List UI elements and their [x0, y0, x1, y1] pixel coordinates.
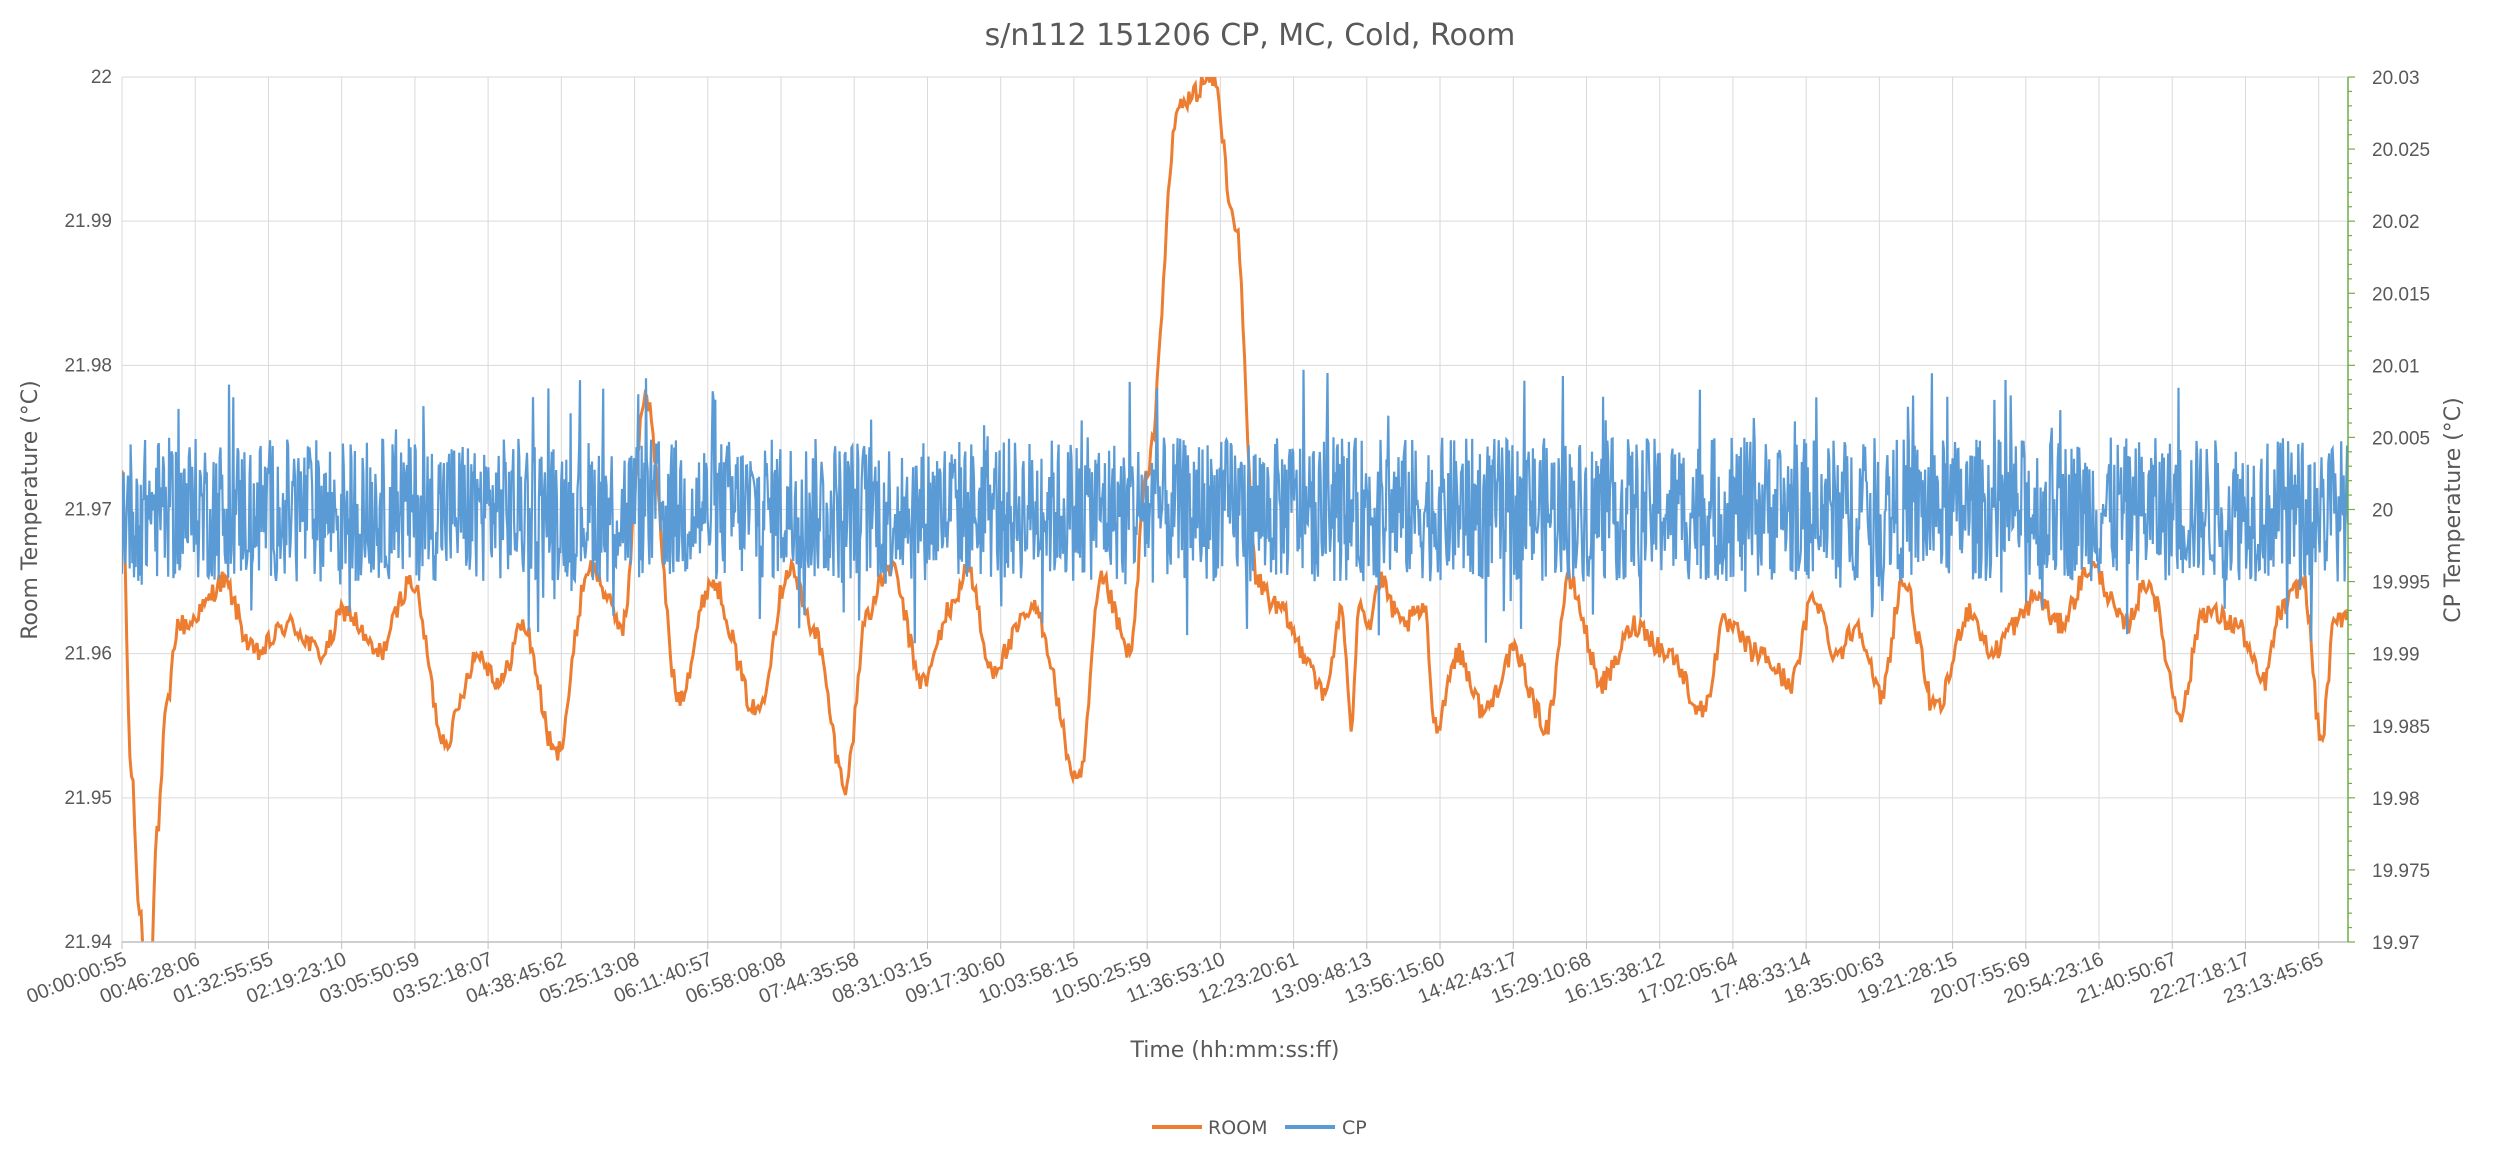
y-axis-title: Room Temperature (°C)	[18, 380, 43, 640]
legend-room-label: ROOM	[1208, 1117, 1268, 1139]
legend: ROOM CP	[1152, 1117, 1367, 1139]
x-axis-title: Time (hh:mm:ss:ff)	[1129, 1038, 1339, 1063]
y2-tick-label: 20.025	[2372, 140, 2430, 161]
y2-tick-label: 20	[2372, 501, 2393, 522]
y2-axis-title: CP Temperature (°C)	[2441, 397, 2466, 623]
y2-tick-label: 19.975	[2372, 861, 2430, 882]
y-tick-label: 21.98	[64, 355, 112, 376]
y-tick-label: 21.95	[64, 788, 112, 809]
y-tick-label: 21.94	[64, 932, 112, 953]
y-tick-label: 21.96	[64, 644, 112, 665]
cp-line	[122, 369, 2348, 644]
right-axis-ticks: 19.97 19.975 19.98 19.985 19.99 19.995 20 20.00…	[2348, 68, 2430, 954]
y2-tick-label: 20.01	[2372, 356, 2420, 377]
left-axis-ticks: 21.94 21.95 21.96 21.97 21.98 21.99 22	[64, 67, 112, 953]
room-series	[122, 77, 2348, 942]
y2-tick-label: 19.99	[2372, 645, 2420, 666]
y2-tick-label: 20.02	[2372, 212, 2420, 233]
y2-tick-label: 19.985	[2372, 717, 2430, 738]
y2-tick-label: 20.03	[2372, 68, 2420, 89]
y2-tick-label: 19.995	[2372, 573, 2430, 594]
y2-tick-label: 19.98	[2372, 789, 2420, 810]
y2-tick-label: 20.005	[2372, 428, 2430, 449]
chart-title: s/n112 151206 CP, MC, Cold, Room	[985, 18, 1516, 53]
y2-tick-label: 19.97	[2372, 933, 2420, 954]
y-tick-label: 21.99	[64, 211, 112, 232]
y-tick-label: 21.97	[64, 500, 112, 521]
cp-series	[122, 369, 2348, 644]
room-line	[122, 77, 2348, 942]
y-tick-label: 22	[91, 67, 112, 88]
y2-tick-label: 20.015	[2372, 284, 2430, 305]
legend-cp-label: CP	[1342, 1117, 1367, 1139]
